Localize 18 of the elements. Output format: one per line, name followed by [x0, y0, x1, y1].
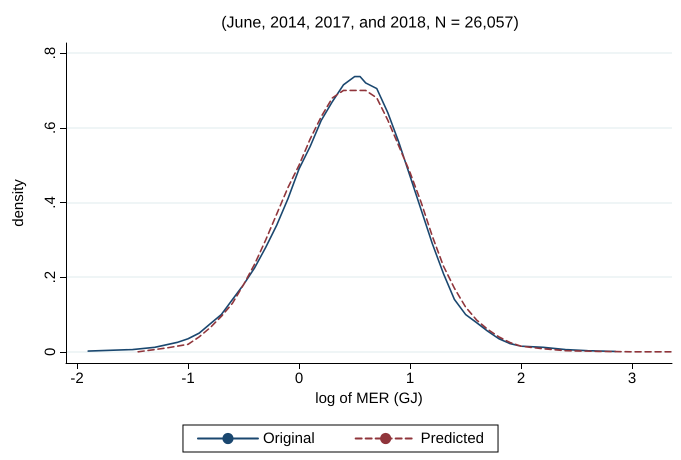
- x-tick-label: 3: [628, 370, 636, 387]
- line-series: [87, 76, 616, 352]
- x-tick-label: 0: [294, 370, 304, 387]
- legend-label: Original: [262, 430, 315, 447]
- y-axis-title: density: [10, 178, 27, 227]
- y-tick-label: .6: [42, 122, 59, 134]
- y-tick-label: .2: [42, 270, 59, 284]
- y-tick-label: 0: [42, 348, 59, 356]
- x-axis-title: log of MER (GJ): [315, 390, 423, 407]
- chart-title: (June, 2014, 2017, and 2018, N = 26,057): [221, 14, 519, 32]
- y-tick-label: .8: [42, 46, 59, 60]
- x-tick-label: 1: [406, 370, 414, 387]
- x-tick-label: 2: [516, 370, 526, 387]
- y-tick-label: .4: [42, 196, 59, 209]
- legend-label: Predicted: [420, 430, 484, 447]
- line-series: [137, 90, 672, 353]
- x-tick-label: -1: [181, 370, 195, 387]
- x-tick-label: -2: [70, 370, 84, 387]
